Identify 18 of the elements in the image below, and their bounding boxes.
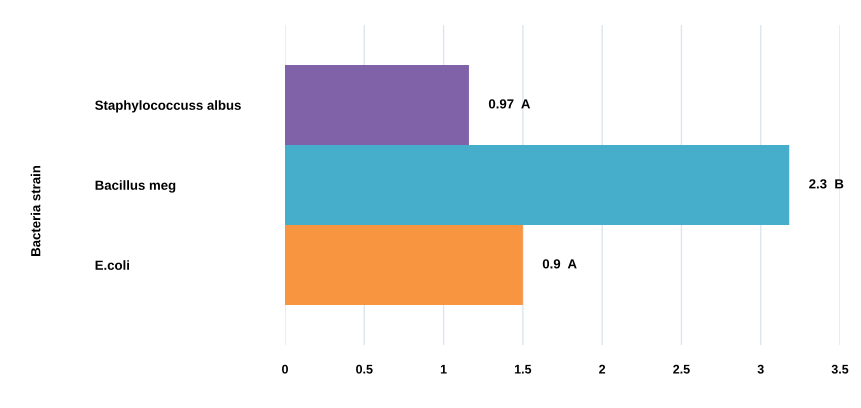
annotation: 0.9 A bbox=[542, 259, 577, 269]
bar bbox=[285, 225, 523, 305]
y-axis-title: Bacteria strain bbox=[30, 166, 40, 256]
x-tick-label: 3 bbox=[758, 364, 764, 374]
annotation: 2.3 B bbox=[809, 179, 844, 189]
y-tick-label: Staphylococcuss albus bbox=[95, 100, 241, 113]
x-tick-label: 2 bbox=[599, 364, 606, 374]
y-tick-label: E.coli bbox=[96, 260, 129, 270]
x-tick-label: 0 bbox=[282, 364, 288, 374]
x-tick-label: 1 bbox=[440, 364, 447, 374]
x-tick-label: 3.5 bbox=[832, 364, 848, 374]
bar bbox=[285, 65, 469, 145]
bar bbox=[285, 145, 790, 225]
x-tick-label: 1.5 bbox=[514, 364, 532, 374]
y-tick-label: Bacillus meg bbox=[96, 180, 176, 193]
annotation: 0.97 A bbox=[488, 99, 530, 109]
x-tick-label: 2.5 bbox=[673, 364, 690, 374]
x-tick-label: 0.5 bbox=[356, 364, 373, 374]
